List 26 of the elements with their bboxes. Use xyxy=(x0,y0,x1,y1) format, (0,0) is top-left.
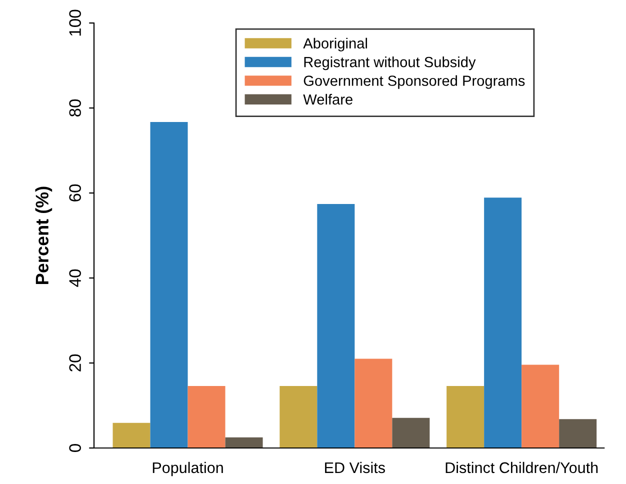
legend-label: Registrant without Subsidy xyxy=(304,56,476,70)
y-tick-label: 100 xyxy=(69,10,81,36)
legend-label: Aboriginal xyxy=(303,38,367,52)
bar xyxy=(522,364,560,448)
y-tick-label: 20 xyxy=(69,354,81,372)
legend-label: Welfare xyxy=(303,94,352,105)
y-axis-title: Percent (%) xyxy=(35,186,52,284)
bar xyxy=(225,437,263,448)
y-tick-label: 60 xyxy=(69,184,81,202)
bar xyxy=(484,198,522,448)
x-tick-label: Distinct Children/Youth xyxy=(446,462,598,474)
x-tick-label: Population xyxy=(152,462,223,476)
bar xyxy=(280,386,318,448)
bar xyxy=(317,204,355,448)
bar xyxy=(559,419,597,448)
y-tick-label: 0 xyxy=(69,444,81,452)
bar xyxy=(150,122,188,448)
bar xyxy=(392,418,430,448)
y-tick-label: 40 xyxy=(69,269,81,287)
bar xyxy=(188,386,226,448)
bar xyxy=(112,422,150,448)
bar xyxy=(446,386,484,448)
y-tick-label: 80 xyxy=(69,99,81,117)
x-tick-label: ED Visits xyxy=(325,462,385,474)
bar xyxy=(354,358,392,448)
legend-label: Government Sponsored Programs xyxy=(304,75,525,89)
